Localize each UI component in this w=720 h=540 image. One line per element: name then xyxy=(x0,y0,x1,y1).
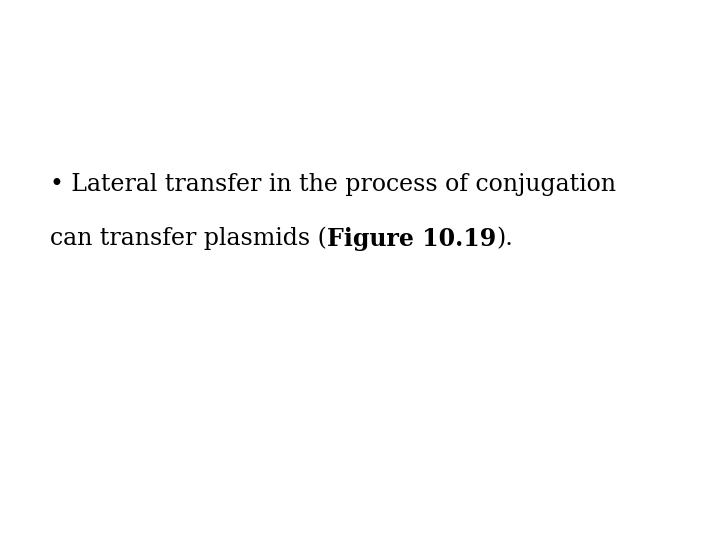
Text: can transfer plasmids (: can transfer plasmids ( xyxy=(50,227,328,251)
Text: Figure 10.19: Figure 10.19 xyxy=(328,227,497,251)
Text: ).: ). xyxy=(497,227,513,250)
Text: • Lateral transfer in the process of conjugation: • Lateral transfer in the process of con… xyxy=(50,173,616,196)
